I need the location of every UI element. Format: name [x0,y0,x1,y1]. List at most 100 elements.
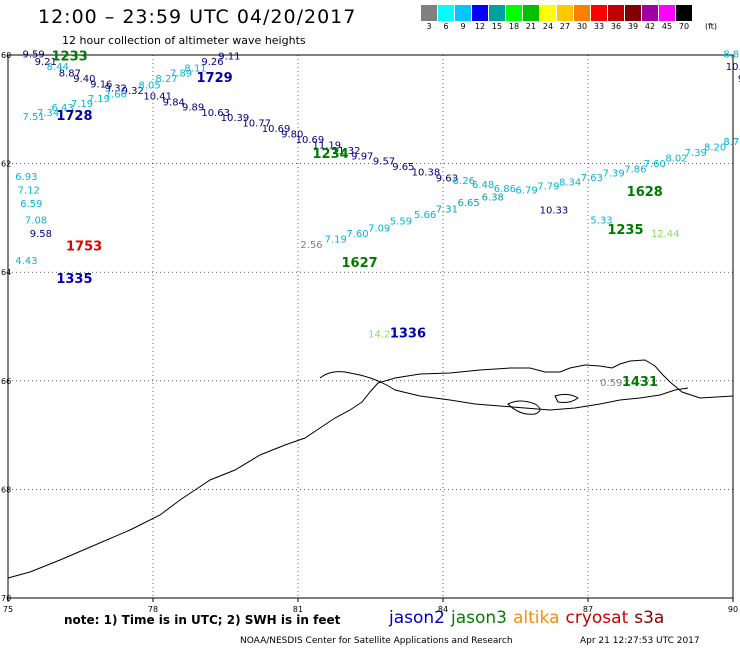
page-title: 12:00 – 23:59 UTC 04/20/2017 [38,6,357,28]
pass-time-label: 1627 [342,256,378,271]
lon-tick-label: 90 [728,605,738,614]
swh-value: 7.60 [644,159,666,170]
swh-value: 6.79 [516,185,538,196]
lon-tick-label: 84 [438,605,448,614]
pass-time-label: 1235 [607,223,643,238]
colorbar-swatch [642,5,659,21]
coastline [7,359,734,579]
island-outline [507,400,541,415]
swh-value: 2.56 [300,240,322,251]
colorbar-label: 42 [644,22,656,31]
swh-value: 12.44 [651,229,680,240]
swh-value: 8.26 [453,176,475,187]
swh-value: 9.84 [163,97,185,108]
swh-value: 6.43 [52,103,74,114]
swh-value: 9.57 [373,157,395,168]
swh-value: 7.12 [18,185,40,196]
lat-tick-label: 70 [1,594,11,603]
colorbar-label: 27 [559,22,571,31]
swh-value: 10.69 [296,135,325,146]
swh-value: 8.11 [184,63,206,74]
swh-value: 7.19 [71,99,93,110]
colorbar-label: 70 [678,22,690,31]
swh-value: 6.93 [15,172,37,183]
pass-time-label: 1753 [66,239,102,254]
pass-time-label: 1628 [627,185,663,200]
swh-value: 10.39 [221,113,250,124]
colorbar-label: 3 [426,22,432,31]
pass-time-label: 1336 [390,326,426,341]
swh-value: 8.44 [47,62,69,73]
colorbar-swatch [557,5,574,21]
satellite-legend: jason2 jason3 altika cryosat s3a [389,608,670,628]
swh-value: 14.27 [368,329,397,340]
swh-value: 9.40 [73,74,95,85]
colorbar-swatch [676,5,693,21]
swh-value: 6.48 [472,180,494,191]
colorbar-label: 9 [460,22,466,31]
legend-s3a: s3a [634,608,665,628]
swh-value: 5.59 [390,216,412,227]
swh-value: 7.51 [23,112,45,123]
colorbar-swatch [591,5,608,21]
lat-tick-label: 64 [1,268,11,277]
swh-value: 7.39 [685,148,707,159]
swh-value: 10.39 [726,62,740,73]
swh-value: 9.80 [281,130,303,141]
swh-value: 7.31 [436,204,458,215]
swh-value: 10.77 [242,119,271,130]
colorbar-label: 39 [627,22,639,31]
swh-value: 7.79 [537,182,559,193]
pass-time-label: 1729 [197,71,233,86]
swh-value: 9.32 [122,86,144,97]
pass-time-label: 1335 [56,272,92,287]
legend-altika: altika [513,608,560,628]
swh-value: 10.38 [412,168,441,179]
swh-value: 9.97 [351,151,373,162]
colorbar-swatch [625,5,642,21]
swh-value: 9.63 [436,174,458,185]
swh-value: 8.34 [559,177,581,188]
swh-value: 7.89 [170,69,192,80]
swh-value: 10.33 [540,206,569,217]
page-subtitle: 12 hour collection of altimeter wave hei… [62,34,306,47]
legend-jason3: jason3 [451,608,507,628]
swh-value: 10.63 [201,108,230,119]
pass-time-label: 1233 [52,49,88,64]
swh-value: 8.79 [723,137,740,148]
swh-value: 7.60 [346,229,368,240]
swh-value: 0.59 [600,378,622,389]
lat-tick-label: 62 [1,160,11,169]
swh-value: 9.03 [738,74,740,85]
swh-value: 9.65 [392,162,414,173]
lon-tick-label: 75 [3,605,13,614]
colorbar-swatch [574,5,591,21]
colorbar-swatch [472,5,489,21]
swh-values: 9.599.218.448.879.409.169.329.328.058.27… [15,50,740,390]
colorbar-label: 30 [576,22,588,31]
lat-tick-label: 66 [1,377,11,386]
swh-value: 7.09 [368,223,390,234]
swh-value: 9.16 [90,80,112,91]
swh-value: 9.32 [105,83,127,94]
lat-tick-label: 60 [1,51,11,60]
credit-line: NOAA/NESDIS Center for Satellite Applica… [240,636,513,646]
legend-cryosat: cryosat [565,608,629,628]
swh-value: 5.33 [590,215,612,226]
pass-time-label: 1728 [56,109,92,124]
swh-value: 10.41 [143,92,172,103]
colorbar-swatch [489,5,506,21]
colorbar-label: 12 [474,22,486,31]
swh-value: 7.39 [603,169,625,180]
colorbar-label: 21 [525,22,537,31]
swh-value: 9.11 [218,51,240,62]
map-frame [7,54,734,599]
lon-tick-label: 78 [148,605,158,614]
swh-value: 7.63 [581,173,603,184]
swh-value: 10.69 [262,124,291,135]
colorbar-label: 24 [542,22,554,31]
swh-value: 8.82 [723,50,740,61]
island-outline [554,393,579,403]
coastline-path [7,359,734,579]
